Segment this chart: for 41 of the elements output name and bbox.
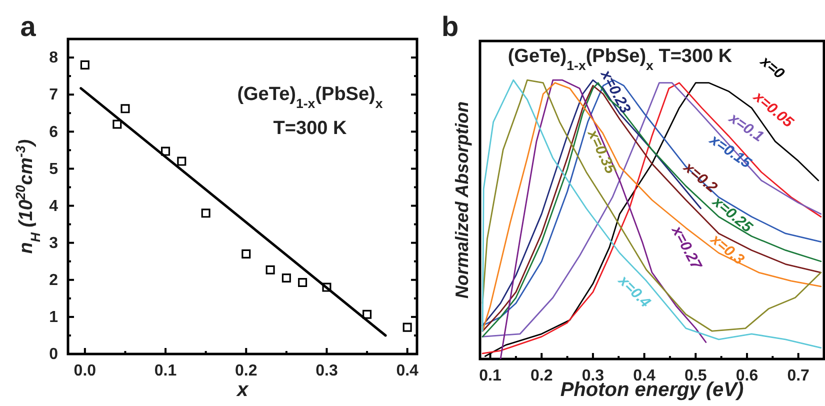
annotation: T=300 K (273, 118, 347, 139)
chart-title: b (441, 11, 459, 42)
x-tick-label: 0.1 (154, 362, 177, 380)
point (402, 322, 412, 332)
annotation: (GeTe)$_{1-x}$(PbSe)$_{x}$ (237, 84, 384, 110)
point (298, 278, 308, 287)
x-tick-label: 0.1 (479, 367, 502, 384)
point (362, 310, 372, 319)
y-tick-label: 7 (49, 86, 58, 104)
point (242, 249, 251, 258)
x-axis-title: x (236, 379, 249, 401)
point (201, 208, 210, 218)
x-tick-label: 0.4 (396, 362, 419, 380)
y-tick-label: 1 (49, 309, 58, 326)
x-tick-label: 0.4 (633, 367, 656, 384)
x-tick-label: 0.7 (787, 367, 810, 384)
point (112, 120, 122, 129)
point (266, 265, 275, 274)
point (120, 104, 130, 114)
chart-title: a (20, 11, 36, 42)
y-axis-title: Normalized Absorption (452, 101, 472, 299)
point (80, 60, 90, 70)
y-tick-label: 3 (49, 234, 58, 252)
x-tick-label: 0.5 (684, 367, 707, 384)
text: (GeTe)$_{1-x}$(PbSe)$_{x}$ T=300 K (508, 46, 732, 72)
y-tick-label: 8 (49, 50, 58, 67)
x-tick-label: 0.2 (530, 367, 553, 384)
y-tick-label: 0 (49, 346, 58, 364)
x-tick-label: 0.3 (316, 362, 338, 380)
point (282, 274, 291, 283)
x-tick-label: 0.2 (235, 362, 258, 380)
y-tick-label: 2 (49, 272, 58, 289)
point (161, 146, 170, 156)
y-tick-label: 5 (49, 160, 58, 178)
x-tick-label: 0.3 (582, 367, 604, 384)
x-tick-label: 0.0 (74, 362, 96, 380)
point (177, 156, 186, 166)
y-tick-label: 4 (49, 198, 58, 215)
text: x=0 (756, 52, 788, 83)
y-tick-label: 6 (49, 124, 58, 141)
point (322, 282, 332, 292)
